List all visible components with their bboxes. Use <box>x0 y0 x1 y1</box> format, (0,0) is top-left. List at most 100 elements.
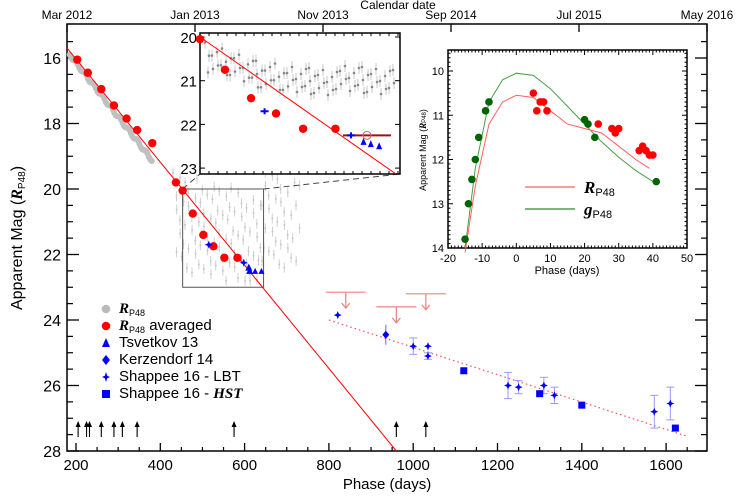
raw-point <box>225 279 228 282</box>
top-tick-label: May 2016 <box>681 8 734 22</box>
epoch-arrow-head <box>423 421 429 427</box>
raw-point <box>148 157 155 164</box>
raw-point <box>226 218 229 221</box>
raw-point <box>307 66 311 70</box>
raw-point <box>384 87 388 91</box>
raw-point <box>295 204 298 207</box>
legend-marker <box>102 338 110 347</box>
raw-point <box>218 245 221 248</box>
raw-point <box>264 184 267 187</box>
raw-point <box>218 190 221 193</box>
raw-point <box>246 63 250 66</box>
legend-label: RP48 <box>118 301 145 318</box>
raw-point <box>221 269 224 272</box>
raw-point <box>279 201 282 204</box>
raw-point <box>236 276 239 279</box>
x-tick-label: 1400 <box>565 457 598 474</box>
raw-point <box>362 91 366 95</box>
raw-point <box>185 266 188 269</box>
x-tick-label: 800 <box>316 457 341 474</box>
raw-point <box>313 74 317 78</box>
raw-point <box>248 273 251 276</box>
lbt-point <box>260 108 269 115</box>
inset-y-tick-label: 10 <box>432 66 444 78</box>
raw-point <box>295 90 299 94</box>
raw-point <box>317 86 321 90</box>
top-tick-label: Jul 2015 <box>556 8 602 22</box>
raw-point <box>199 201 202 204</box>
raw-point <box>214 264 217 267</box>
averaged-point <box>233 253 242 262</box>
raw-point <box>197 220 200 223</box>
raw-point <box>304 67 308 71</box>
raw-point <box>295 260 298 263</box>
raw-point <box>197 263 200 266</box>
inset-y-tick-label: 21 <box>180 74 197 91</box>
raw-point <box>191 228 194 231</box>
inset-x-tick-label: -10 <box>474 253 490 265</box>
raw-point <box>249 279 252 282</box>
raw-point <box>281 88 285 92</box>
upper-limit-arrow <box>421 304 431 311</box>
raw-point <box>303 84 307 88</box>
raw-point <box>344 77 348 81</box>
g-point <box>468 175 476 184</box>
raw-point <box>244 279 247 282</box>
g-point <box>584 120 592 128</box>
raw-point <box>209 260 212 263</box>
averaged-point <box>246 93 256 103</box>
raw-point <box>203 41 207 44</box>
raw-point <box>180 255 183 258</box>
raw-point <box>210 54 214 57</box>
decay-fit-line <box>66 47 397 452</box>
raw-point <box>225 73 229 77</box>
raw-point <box>283 266 286 269</box>
raw-point <box>195 177 198 180</box>
raw-point <box>175 195 178 198</box>
inset-y-axis-label: Apparent Mag (RP48) <box>418 109 428 191</box>
epoch-arrow-head <box>98 421 104 427</box>
lbt-point <box>504 381 513 390</box>
raw-point <box>366 73 370 77</box>
hst-point <box>578 401 586 409</box>
x-tick-label: 400 <box>148 457 173 474</box>
raw-point <box>391 68 395 72</box>
epoch-arrow-head <box>231 421 237 427</box>
raw-point <box>360 65 364 69</box>
raw-point <box>221 213 224 216</box>
raw-point <box>219 64 223 67</box>
plot-frame <box>66 23 708 452</box>
raw-point <box>278 88 282 92</box>
raw-point <box>194 252 197 255</box>
legend-label: RP48 averaged <box>118 317 212 335</box>
averaged-point <box>83 68 93 77</box>
raw-point <box>190 271 193 274</box>
inset-x-tick-label: 50 <box>681 253 693 265</box>
inset-zoom-frame <box>199 32 401 175</box>
raw-point <box>184 181 187 184</box>
inset-y-tick-label: 12 <box>432 155 444 167</box>
raw-point <box>379 92 383 96</box>
y-tick-label: 28 <box>43 444 61 461</box>
inset-y-tick-label: 13 <box>432 199 444 211</box>
raw-point <box>308 79 312 83</box>
raw-point <box>298 227 301 230</box>
y-tick-label: 18 <box>43 117 61 134</box>
inset-y-tick-label: 11 <box>433 110 444 122</box>
averaged-point <box>148 138 157 148</box>
lbt-point <box>347 132 356 139</box>
r-point <box>532 107 541 115</box>
r-point <box>594 120 603 128</box>
raw-point <box>279 188 282 190</box>
x-tick-label: 1000 <box>397 457 430 474</box>
raw-point <box>330 75 334 79</box>
raw-point <box>206 249 209 252</box>
inset-x-tick-label: -20 <box>440 253 456 265</box>
raw-point <box>294 77 298 81</box>
raw-point <box>206 193 209 196</box>
r-point <box>543 107 551 115</box>
raw-point <box>228 73 232 77</box>
raw-point <box>171 171 174 174</box>
averaged-point <box>271 109 281 118</box>
